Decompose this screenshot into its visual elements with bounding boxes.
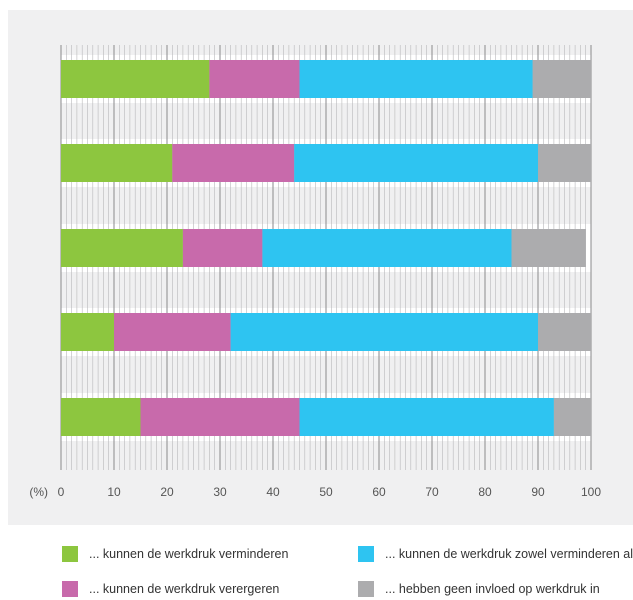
x-axis: (%) 0 10 20 30 40 50 60 70 80 90 100 <box>29 485 601 499</box>
legend-label: ... kunnen de werkdruk verminderen <box>89 547 289 561</box>
bar-segment <box>230 313 538 351</box>
x-tick-label: 10 <box>107 485 121 499</box>
x-tick-label: 60 <box>372 485 386 499</box>
x-tick-label: 50 <box>319 485 333 499</box>
bar-segment <box>61 144 173 182</box>
bar-segment <box>262 229 512 267</box>
bar-segment <box>511 229 586 267</box>
bar-segment <box>61 229 183 267</box>
legend-item-verminderen: ... kunnen de werkdruk verminderen <box>62 546 288 562</box>
x-tick-label: 0 <box>58 485 65 499</box>
bar-segment <box>538 144 591 182</box>
x-tick-label: 80 <box>478 485 492 499</box>
bar-segment <box>61 313 114 351</box>
legend-swatch <box>358 546 374 562</box>
bar-segment <box>553 398 591 436</box>
bar-segment <box>538 313 591 351</box>
bar-segment <box>294 144 538 182</box>
legend-item-geen-invloed: ... hebben geen invloed op werkdruk in <box>358 581 600 597</box>
bar-segment <box>140 398 300 436</box>
bar-segment <box>209 60 300 98</box>
legend-item-zowel: ... kunnen de werkdruk zowel verminderen… <box>358 546 633 562</box>
bar-segment <box>61 398 141 436</box>
x-tick-label: 20 <box>160 485 174 499</box>
legend-swatch <box>358 581 374 597</box>
bar-segment <box>299 398 554 436</box>
bar-segment <box>532 60 591 98</box>
bar-segment <box>182 229 263 267</box>
x-axis-unit-label: (%) <box>29 485 48 499</box>
bar-segment <box>299 60 533 98</box>
x-tick-label: 40 <box>266 485 280 499</box>
bar-segment <box>61 60 210 98</box>
chart-panel: (%) 0 10 20 30 40 50 60 70 80 90 100 <box>8 10 633 525</box>
x-tick-label: 30 <box>213 485 227 499</box>
legend-item-verergeren: ... kunnen de werkdruk verergeren <box>62 581 279 597</box>
x-tick-label: 100 <box>581 485 601 499</box>
legend-swatch <box>62 581 78 597</box>
bar-segment <box>172 144 295 182</box>
legend-label: ... kunnen de werkdruk verergeren <box>89 582 280 596</box>
legend-label: ... kunnen de werkdruk zowel verminderen… <box>385 547 633 561</box>
x-tick-label: 70 <box>425 485 439 499</box>
bars <box>61 60 591 436</box>
legend-label: ... hebben geen invloed op werkdruk in <box>385 582 600 596</box>
x-tick-label: 90 <box>531 485 545 499</box>
bar-segment <box>114 313 231 351</box>
legend-swatch <box>62 546 78 562</box>
chart-plot: (%) 0 10 20 30 40 50 60 70 80 90 100 <box>29 45 601 499</box>
